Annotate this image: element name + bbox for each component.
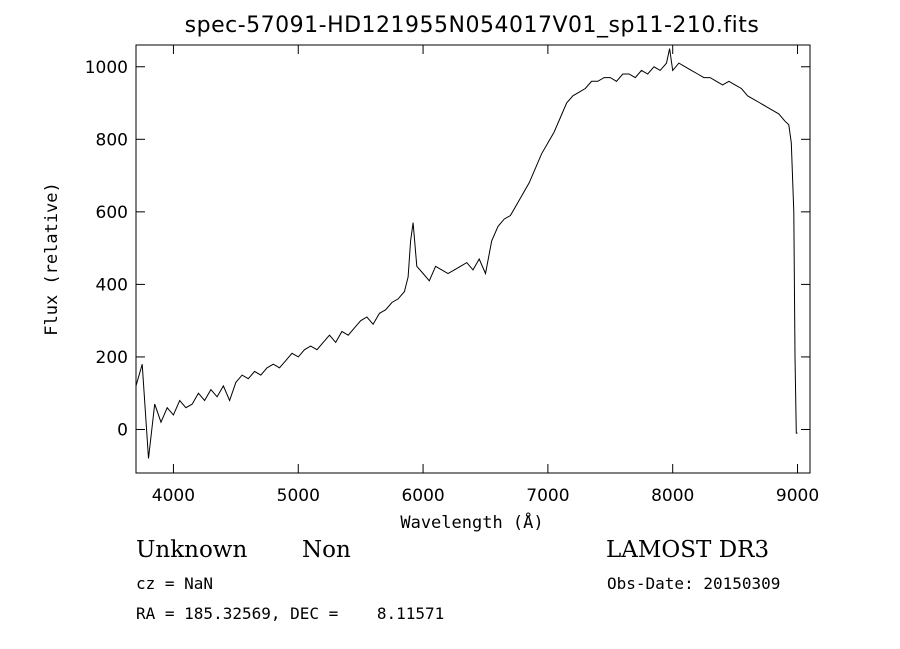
- y-axis: 0 200 400 600 800 1000: [85, 58, 810, 440]
- x-tick-label: 7000: [526, 486, 569, 506]
- object-class: Non: [302, 537, 351, 563]
- y-tick-label: 200: [96, 348, 128, 368]
- x-tick-label: 9000: [776, 486, 819, 506]
- x-axis: 4000 5000 6000 7000 8000 9000: [152, 45, 819, 506]
- survey-name: LAMOST DR3: [606, 537, 770, 563]
- y-tick-label: 400: [96, 275, 128, 295]
- plot-frame: [135, 44, 811, 474]
- coordinates: RA = 185.32569, DEC = 8.11571: [136, 604, 445, 623]
- y-tick-label: 0: [117, 420, 128, 440]
- y-tick-label: 800: [96, 130, 128, 150]
- y-axis-label: Flux (relative): [42, 182, 62, 336]
- x-tick-label: 4000: [152, 486, 195, 506]
- x-tick-label: 8000: [651, 486, 694, 506]
- x-axis-label: Wavelength (Å): [400, 511, 543, 533]
- spectrum-line: [135, 48, 798, 459]
- y-tick-label: 600: [96, 203, 128, 223]
- observation-date: Obs-Date: 20150309: [607, 574, 781, 593]
- y-tick-label: 1000: [85, 58, 128, 78]
- object-name: Unknown: [136, 537, 248, 563]
- chart-title: spec-57091-HD121955N054017V01_sp11-210.f…: [185, 13, 760, 38]
- redshift-cz: cz = NaN: [136, 574, 214, 593]
- x-tick-label: 6000: [401, 486, 444, 506]
- x-tick-label: 5000: [277, 486, 320, 506]
